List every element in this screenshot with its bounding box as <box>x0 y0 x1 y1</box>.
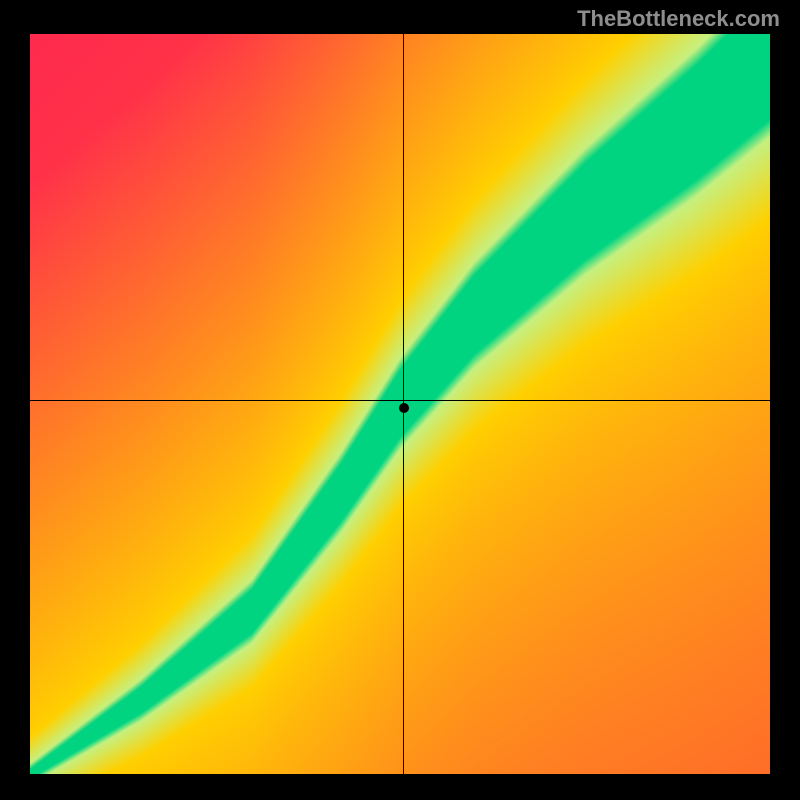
heatmap-plot <box>30 34 770 774</box>
marker-point <box>399 403 409 413</box>
watermark-text: TheBottleneck.com <box>577 6 780 32</box>
crosshair-horizontal <box>30 400 770 401</box>
